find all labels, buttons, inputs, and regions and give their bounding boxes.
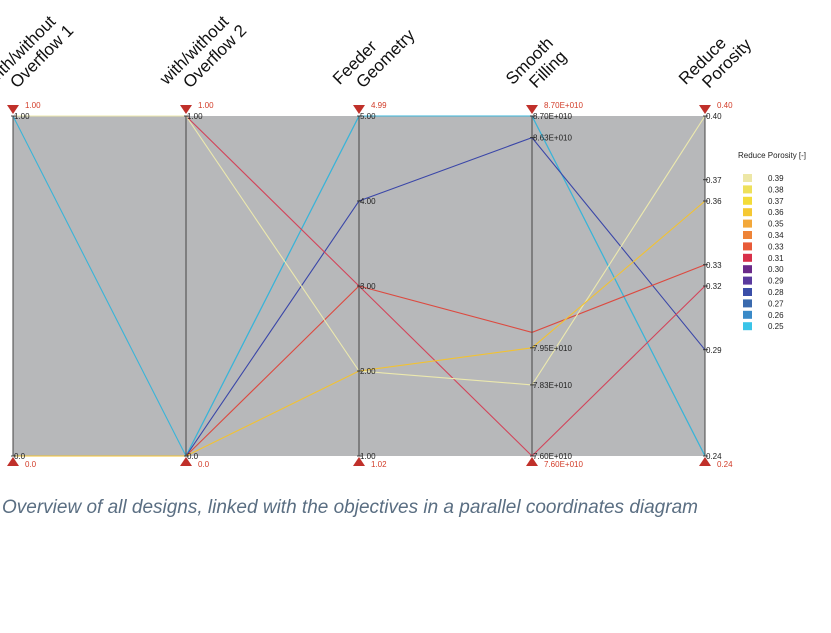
legend-swatch: [743, 299, 752, 308]
lower-limit-label-porosity: 0.24: [717, 460, 733, 469]
legend-title: Reduce Porosity [-]: [738, 151, 806, 160]
tick-label-smooth: 7.60E+010: [533, 452, 572, 461]
lower-limit-label-feeder: 1.02: [371, 460, 387, 469]
legend-label: 0.26: [768, 311, 784, 320]
axis-title-smooth: SmoothFilling: [502, 33, 570, 101]
legend-label: 0.34: [768, 231, 784, 240]
legend-swatch: [743, 196, 752, 205]
legend-label: 0.33: [768, 242, 784, 251]
tick-label-porosity: 0.37: [706, 176, 722, 185]
tick-label-smooth: 8.63E+010: [533, 134, 572, 143]
tick-label-smooth: 7.83E+010: [533, 381, 572, 390]
tick-label-overflow1: 0.0: [14, 452, 26, 461]
legend-swatch: [743, 185, 752, 194]
legend-label: 0.39: [768, 174, 784, 183]
legend-label: 0.25: [768, 322, 784, 331]
legend-label: 0.28: [768, 288, 784, 297]
legend-swatch: [743, 310, 752, 319]
upper-limit-label-overflow2: 1.00: [198, 101, 214, 110]
tick-label-overflow1: 1.00: [14, 112, 30, 121]
legend-label: 0.29: [768, 277, 784, 286]
lower-limit-marker-overflow1: [7, 457, 19, 466]
tick-label-overflow2: 0.0: [187, 452, 199, 461]
parallel-coordinates-chart: with/withoutOverflow 11.000.01.000.0with…: [0, 8, 806, 469]
tick-label-feeder: 2.00: [360, 367, 376, 376]
legend-swatch: [743, 219, 752, 228]
tick-label-porosity: 0.32: [706, 282, 722, 291]
tick-label-feeder: 4.00: [360, 197, 376, 206]
upper-limit-marker-feeder: [353, 105, 365, 114]
legend-label: 0.35: [768, 220, 784, 229]
tick-label-feeder: 3.00: [360, 282, 376, 291]
legend-label: 0.37: [768, 197, 784, 206]
axis-title-porosity: ReducePorosity: [675, 21, 756, 102]
lower-limit-label-smooth: 7.60E+010: [544, 460, 583, 469]
axis-title-feeder: FeederGeometry: [329, 12, 419, 102]
lower-limit-marker-overflow2: [180, 457, 192, 466]
legend-label: 0.30: [768, 265, 784, 274]
tick-label-porosity: 0.24: [706, 452, 722, 461]
upper-limit-label-overflow1: 1.00: [25, 101, 41, 110]
lower-limit-marker-porosity: [699, 457, 711, 466]
legend-swatch: [743, 174, 752, 182]
tick-label-porosity: 0.40: [706, 112, 722, 121]
legend-swatch: [743, 322, 752, 331]
legend-swatch: [743, 231, 752, 239]
lower-limit-label-overflow1: 0.0: [25, 460, 37, 469]
upper-limit-marker-porosity: [699, 105, 711, 114]
upper-limit-label-smooth: 8.70E+010: [544, 101, 583, 110]
upper-limit-marker-smooth: [526, 105, 538, 114]
legend-label: 0.38: [768, 185, 784, 194]
lower-limit-marker-smooth: [526, 457, 538, 466]
tick-label-feeder: 1.00: [360, 452, 376, 461]
axis-title-overflow2: with/withoutOverflow 2: [155, 8, 250, 103]
tick-label-porosity: 0.33: [706, 261, 722, 270]
legend-swatch: [743, 288, 752, 296]
legend-label: 0.36: [768, 208, 784, 217]
legend-swatch: [743, 276, 752, 285]
legend-swatch: [743, 253, 752, 262]
legend-swatch: [743, 208, 752, 217]
tick-label-porosity: 0.36: [706, 197, 722, 206]
legend-swatch: [743, 242, 752, 251]
lower-limit-label-overflow2: 0.0: [198, 460, 210, 469]
upper-limit-marker-overflow1: [7, 105, 19, 114]
axis-title-overflow1: with/withoutOverflow 1: [0, 8, 77, 103]
tick-label-overflow2: 1.00: [187, 112, 203, 121]
upper-limit-label-porosity: 0.40: [717, 101, 733, 110]
lower-limit-marker-feeder: [353, 457, 365, 466]
tick-label-smooth: 7.95E+010: [533, 344, 572, 353]
upper-limit-label-feeder: 4.99: [371, 101, 387, 110]
tick-label-feeder: 5.00: [360, 112, 376, 121]
figure-caption: Overview of all designs, linked with the…: [2, 497, 698, 518]
legend-swatch: [743, 265, 752, 274]
tick-label-porosity: 0.29: [706, 346, 722, 355]
legend-label: 0.27: [768, 299, 784, 308]
upper-limit-marker-overflow2: [180, 105, 192, 114]
tick-label-smooth: 8.70E+010: [533, 112, 572, 121]
legend-label: 0.31: [768, 254, 784, 263]
